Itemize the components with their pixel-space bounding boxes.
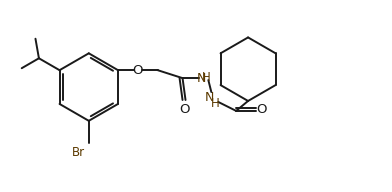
Text: H: H (202, 71, 211, 84)
Text: N: N (205, 91, 214, 104)
Text: Br: Br (72, 146, 85, 159)
Text: O: O (132, 64, 143, 77)
Text: N: N (197, 72, 206, 85)
Text: O: O (179, 103, 190, 116)
Text: O: O (257, 103, 267, 116)
Text: H: H (211, 98, 220, 110)
